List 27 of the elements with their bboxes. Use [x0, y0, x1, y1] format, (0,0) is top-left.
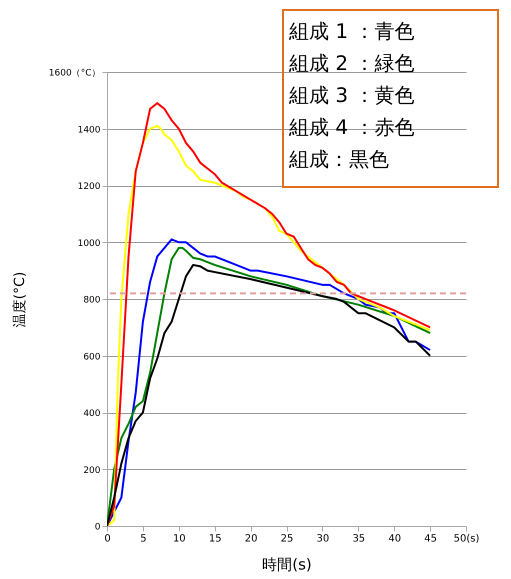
- x-tick-label: 15: [208, 534, 222, 544]
- text: 組成 1 ：青色: [288, 19, 414, 43]
- y-tick-label: 1200: [78, 182, 101, 192]
- y-tick-label: 0: [94, 522, 101, 532]
- annotation: 組成：黒色: [288, 147, 389, 171]
- x-tick-label: 35: [352, 534, 366, 544]
- y-tick-label: 1600（°C）: [48, 68, 100, 78]
- y-tick-label: 200: [83, 466, 101, 476]
- y-tick-label: 600: [83, 352, 101, 362]
- x-tick-label: 50(s): [454, 534, 480, 544]
- x-tick-label: 10: [172, 534, 186, 544]
- x-tick-label: 0: [104, 534, 111, 544]
- x-tick-label: 40: [388, 534, 402, 544]
- y-tick-label: 800: [83, 296, 101, 306]
- x-tick-label: 25: [280, 534, 294, 544]
- x-axis-title: 時間(s): [262, 556, 312, 574]
- annotation: 組成 3 ：黄色: [288, 83, 414, 107]
- annotation: 組成 4 ：赤色: [288, 115, 414, 139]
- y-tick-label: 400: [83, 409, 101, 419]
- annotation: 組成 2 ：緑色: [288, 51, 414, 75]
- y-tick-label: 1400: [78, 125, 101, 136]
- y-tick-label: 1000: [78, 238, 101, 249]
- x-tick-label: 30: [316, 534, 330, 544]
- x-tick-label: 20: [244, 534, 258, 544]
- x-tick-label: 5: [140, 534, 147, 544]
- y-axis-title: 温度(°C): [12, 272, 28, 328]
- x-tick-label: 45: [424, 534, 437, 544]
